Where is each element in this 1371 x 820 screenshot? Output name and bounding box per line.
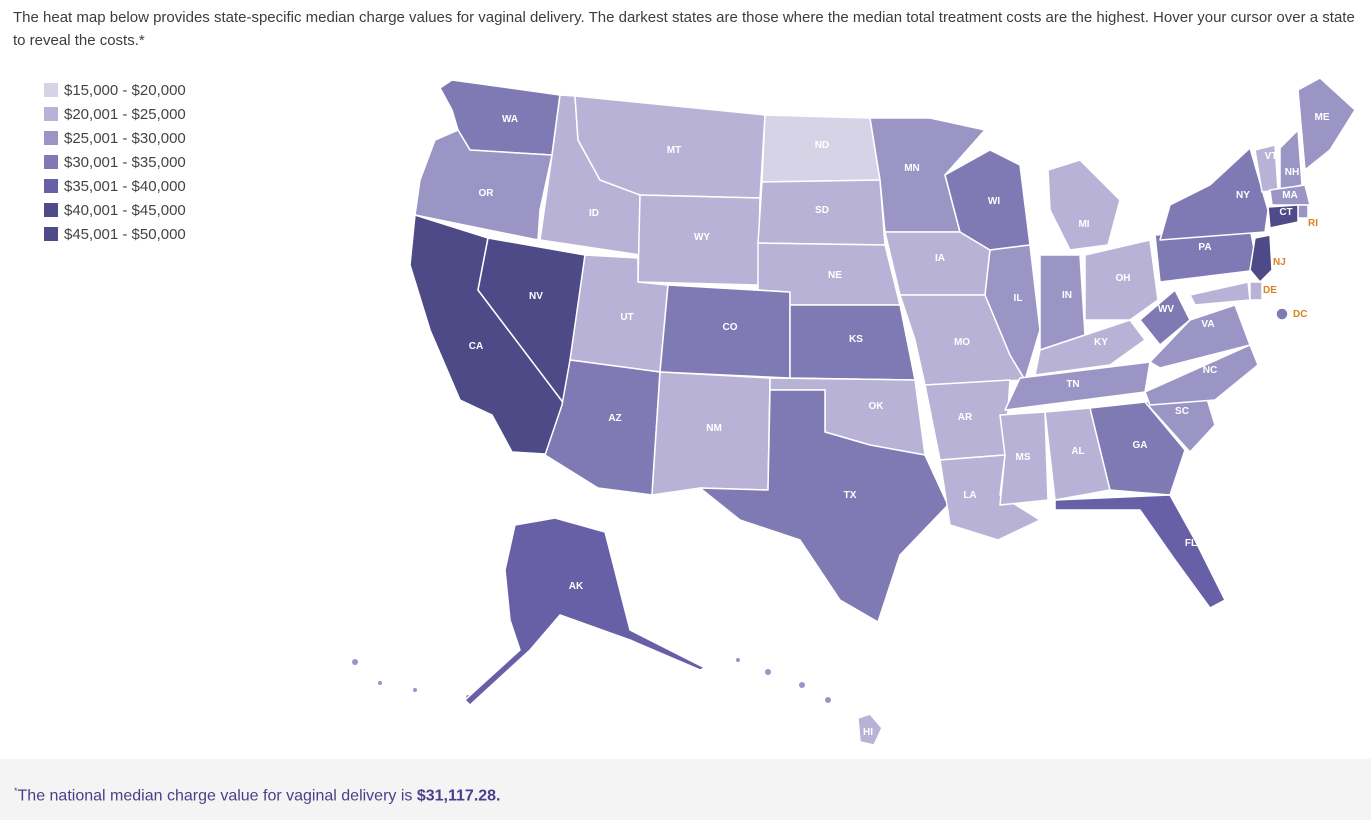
legend-label: $25,001 - $30,000 (64, 129, 186, 147)
state-dc[interactable] (1275, 307, 1289, 321)
state-ri[interactable] (1297, 204, 1309, 219)
national-median-value: $31,117.28. (416, 787, 501, 805)
footnote-mark: * (14, 786, 18, 796)
state-wy[interactable] (637, 194, 761, 286)
state-sd[interactable] (757, 179, 886, 246)
state-md[interactable] (1189, 281, 1251, 306)
legend-swatch (44, 203, 58, 217)
state-ks[interactable] (789, 304, 916, 381)
state-ma[interactable] (1269, 184, 1311, 206)
island-shape (413, 688, 417, 692)
island-shape (352, 659, 358, 665)
state-nc[interactable] (1144, 344, 1259, 406)
legend-swatch (44, 131, 58, 145)
state-ny[interactable] (1159, 147, 1269, 241)
state-label-ri: RI (1308, 218, 1318, 229)
state-hi[interactable] (857, 713, 883, 746)
state-ga[interactable] (1089, 401, 1186, 496)
legend-swatch (44, 107, 58, 121)
state-va[interactable] (1149, 304, 1251, 369)
state-label-de: DE (1263, 285, 1277, 296)
state-me[interactable] (1297, 77, 1356, 171)
us-state-map: WAORCANVIDMTWYUTAZCONMNDSDNEKSOKTXMNIAMO… (352, 77, 1356, 746)
intro-text: The heat map below provides state-specif… (13, 9, 1355, 49)
state-de[interactable] (1249, 281, 1263, 301)
legend-swatch (44, 155, 58, 169)
legend-item: $40,001 - $45,000 (44, 198, 186, 222)
state-tx[interactable] (699, 389, 949, 623)
state-oh[interactable] (1084, 239, 1159, 321)
island-shape (736, 658, 740, 662)
island-shape (378, 681, 382, 685)
legend-label: $35,001 - $40,000 (64, 177, 186, 195)
legend-item: $25,001 - $30,000 (44, 126, 186, 150)
state-wv[interactable] (1139, 289, 1191, 346)
state-nm[interactable] (651, 371, 771, 496)
state-nh[interactable] (1279, 129, 1303, 191)
state-ar[interactable] (924, 379, 1011, 461)
state-mi[interactable] (1047, 159, 1121, 251)
legend-label: $20,001 - $25,000 (64, 105, 186, 123)
footer-note-bar: *The national median charge value for va… (0, 759, 1371, 820)
legend-label: $15,000 - $20,000 (64, 81, 186, 99)
map-legend: $15,000 - $20,000 $20,001 - $25,000 $25,… (44, 78, 186, 246)
legend-swatch (44, 83, 58, 97)
legend-swatch (44, 227, 58, 241)
state-ak[interactable] (464, 517, 706, 706)
state-label-nj: NJ (1273, 257, 1286, 268)
legend-swatch (44, 179, 58, 193)
national-median-note: *The national median charge value for va… (14, 786, 501, 805)
state-in[interactable] (1039, 254, 1086, 351)
state-nd[interactable] (761, 114, 881, 183)
legend-label: $45,001 - $50,000 (64, 225, 186, 243)
legend-label: $30,001 - $35,000 (64, 153, 186, 171)
legend-item: $15,000 - $20,000 (44, 78, 186, 102)
state-co[interactable] (659, 284, 791, 379)
legend-item: $30,001 - $35,000 (44, 150, 186, 174)
legend-label: $40,001 - $45,000 (64, 201, 186, 219)
island-shape (765, 669, 771, 675)
note-text: The national median charge value for vag… (17, 787, 417, 805)
legend-item: $35,001 - $40,000 (44, 174, 186, 198)
legend-item: $20,001 - $25,000 (44, 102, 186, 126)
island-shape (799, 682, 805, 688)
state-label-md: MD (1214, 275, 1230, 286)
state-ct[interactable] (1267, 204, 1299, 229)
island-shape (825, 697, 831, 703)
state-ky[interactable] (1034, 319, 1146, 376)
legend-item: $45,001 - $50,000 (44, 222, 186, 246)
state-nj[interactable] (1249, 234, 1273, 283)
state-label-dc: DC (1293, 309, 1307, 320)
state-fl[interactable] (1054, 494, 1226, 609)
state-ms[interactable] (999, 411, 1049, 506)
state-or[interactable] (414, 129, 553, 241)
state-ia[interactable] (884, 231, 991, 296)
